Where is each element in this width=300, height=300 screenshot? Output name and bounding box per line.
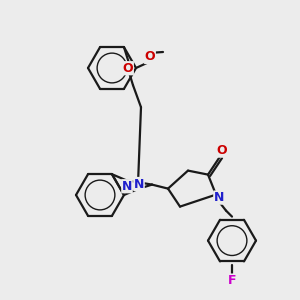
Text: N: N xyxy=(214,191,224,204)
Text: O: O xyxy=(145,50,155,64)
Text: N: N xyxy=(122,180,132,193)
Text: N: N xyxy=(134,178,144,190)
Text: O: O xyxy=(123,62,133,75)
Text: F: F xyxy=(228,274,236,287)
Text: O: O xyxy=(217,144,227,157)
